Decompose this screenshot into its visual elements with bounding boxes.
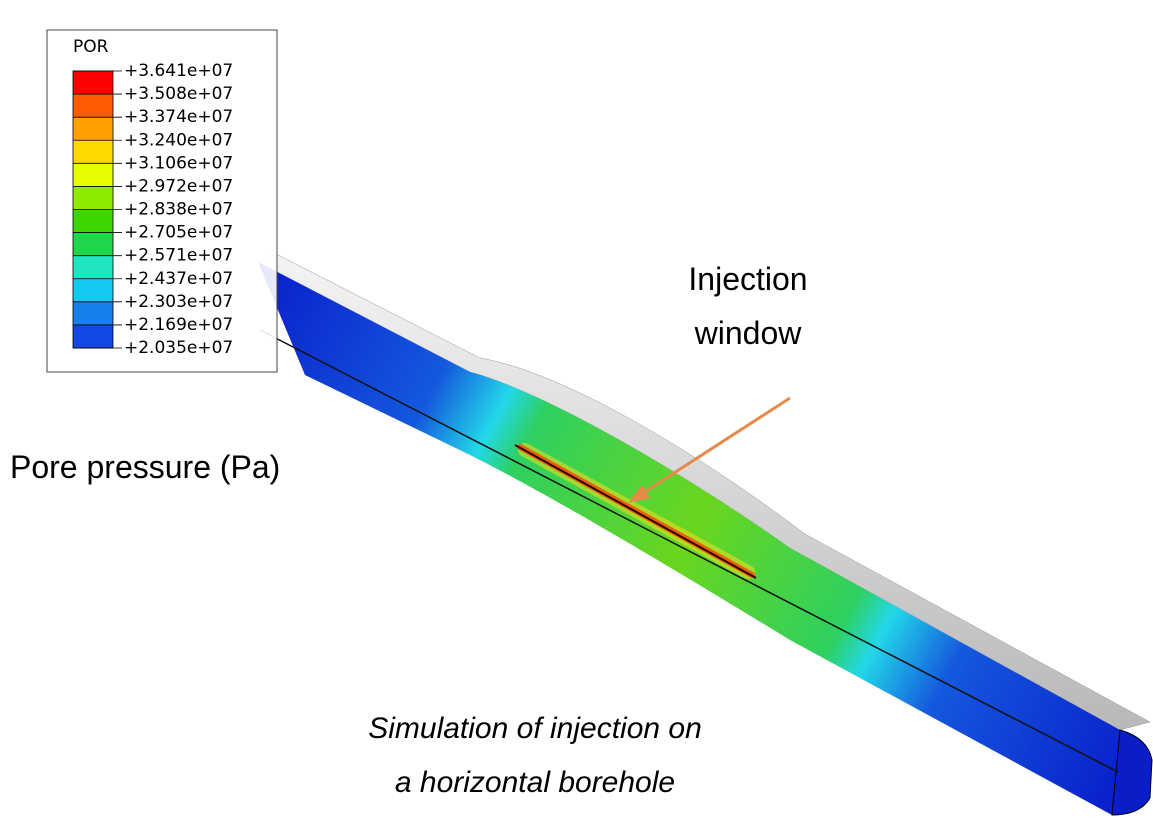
quantity-label: Pore pressure (Pa): [10, 449, 280, 485]
legend-color-band: [73, 140, 113, 164]
legend-label: +2.705e+07: [124, 223, 233, 243]
legend-label: +2.972e+07: [124, 176, 233, 196]
legend-color-band: [73, 233, 113, 257]
legend-label: +3.106e+07: [124, 153, 233, 173]
figure: POR +3.641e+07 +3.508e+07 +3.374e+07 +3.240…: [0, 0, 1153, 827]
legend-label: +2.437e+07: [124, 269, 233, 289]
caption: Simulation of injection on: [368, 712, 702, 745]
legend-label: +3.240e+07: [124, 130, 233, 150]
legend-color-band: [73, 94, 113, 118]
legend-color-band: [73, 186, 113, 210]
legend-color-band: [73, 210, 113, 234]
injection-label: Injection: [688, 261, 807, 297]
legend-title: POR: [73, 37, 109, 57]
page: POR +3.641e+07 +3.508e+07 +3.374e+07 +3.240…: [0, 0, 1153, 827]
legend-color-band: [73, 279, 113, 303]
legend: POR +3.641e+07 +3.508e+07 +3.374e+07 +3.240…: [47, 30, 277, 372]
legend-color-band: [73, 163, 113, 187]
caption: a horizontal borehole: [395, 766, 675, 799]
legend-color-band: [73, 71, 113, 95]
center-line: [260, 330, 1118, 772]
legend-label: +3.641e+07: [124, 61, 233, 81]
injection-label: window: [694, 315, 803, 351]
legend-label: +2.169e+07: [124, 315, 233, 335]
legend-label: +2.035e+07: [124, 338, 233, 358]
legend-color-band: [73, 117, 113, 141]
legend-color-band: [73, 302, 113, 326]
legend-label: +3.374e+07: [124, 107, 233, 127]
legend-label: +3.508e+07: [124, 84, 233, 104]
legend-label: +2.571e+07: [124, 246, 233, 266]
legend-color-band: [73, 256, 113, 280]
legend-label: +2.838e+07: [124, 200, 233, 220]
legend-color-band: [73, 325, 113, 349]
legend-label: +2.303e+07: [124, 292, 233, 312]
